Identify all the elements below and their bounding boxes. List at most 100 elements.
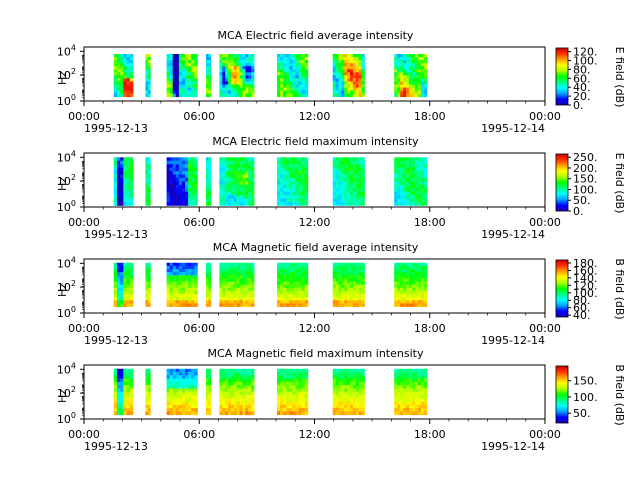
spectrogram-cell <box>420 188 425 193</box>
spectrogram-cell <box>347 272 351 276</box>
spectrogram-cell <box>338 272 342 276</box>
spectrogram-cell <box>292 87 296 91</box>
spectrogram-cell <box>205 87 209 91</box>
spectrogram-cell <box>251 398 255 402</box>
spectrogram-cell <box>352 160 357 165</box>
spectrogram-cell <box>417 66 422 70</box>
spectrogram-cell <box>412 171 416 175</box>
spectrogram-cell <box>347 401 351 406</box>
spectrogram-cell <box>301 290 306 295</box>
spectrogram-cell <box>358 408 362 412</box>
spectrogram-cell <box>191 372 195 376</box>
spectrogram-cell <box>147 72 151 76</box>
spectrogram-cell <box>394 275 398 279</box>
spectrogram-cell <box>248 164 252 169</box>
spectrogram-cell <box>423 381 428 386</box>
spectrogram-cell <box>129 63 134 67</box>
x-tick-label: 18:00 <box>414 322 446 335</box>
spectrogram-cell <box>394 269 398 273</box>
spectrogram-cell <box>335 404 339 409</box>
spectrogram-cell <box>420 391 425 396</box>
spectrogram-cell <box>219 188 223 193</box>
spectrogram-cell <box>126 388 131 393</box>
spectrogram-cell <box>338 69 342 73</box>
spectrogram-cell <box>286 287 290 292</box>
spectrogram-cell <box>245 57 249 61</box>
spectrogram-cell <box>191 404 195 409</box>
spectrogram-cell <box>412 375 416 380</box>
colorbar-tick-label: 40. <box>573 81 591 94</box>
spectrogram-cell <box>423 69 428 73</box>
spectrogram-cell <box>338 157 342 162</box>
spectrogram-cell <box>335 72 339 76</box>
spectrogram-cell <box>169 265 174 270</box>
spectrogram-cell <box>350 66 354 70</box>
spectrogram-cell <box>129 408 134 412</box>
spectrogram-cell <box>352 191 357 196</box>
x-tick-label: 00:00 <box>68 322 100 335</box>
spectrogram-cell <box>245 75 249 79</box>
spectrogram-cell <box>347 375 351 380</box>
spectrogram-cell <box>352 171 357 175</box>
spectrogram-cell <box>283 262 287 267</box>
spectrogram-cell <box>361 81 365 85</box>
spectrogram-cell <box>178 411 183 416</box>
spectrogram-cell <box>236 57 240 61</box>
spectrogram-cell <box>205 275 209 279</box>
spectrogram-cell <box>403 381 407 386</box>
spectrogram-cell <box>335 191 339 196</box>
spectrogram-cell <box>147 290 151 295</box>
spectrogram-cell <box>175 90 180 95</box>
spectrogram-cell <box>208 275 212 279</box>
spectrogram-cell <box>292 66 296 70</box>
spectrogram-cell <box>228 411 232 416</box>
spectrogram-cell <box>147 198 151 203</box>
spectrogram-cell <box>166 191 171 196</box>
spectrogram-cell <box>283 269 287 273</box>
spectrogram-cell <box>175 398 180 402</box>
y-axis-label: Hz <box>56 283 69 297</box>
spectrogram-cell <box>350 93 354 98</box>
spectrogram-cell <box>361 408 365 412</box>
spectrogram-cell <box>344 184 348 189</box>
spectrogram-cell <box>145 78 149 82</box>
spectrogram-cell <box>147 269 151 273</box>
spectrogram-cell <box>289 281 293 286</box>
spectrogram-cell <box>358 60 362 64</box>
spectrogram-cell <box>113 265 118 270</box>
spectrogram-cell <box>145 195 149 199</box>
spectrogram-cell <box>242 78 246 82</box>
spectrogram-cell <box>295 181 299 186</box>
spectrogram-cell <box>236 294 240 298</box>
spectrogram-cell <box>406 281 410 286</box>
spectrogram-cell <box>335 275 339 279</box>
spectrogram-cell <box>116 181 121 186</box>
spectrogram-cell <box>251 303 255 307</box>
spectrogram-cell <box>145 188 149 193</box>
spectrogram-cell <box>414 81 419 85</box>
spectrogram-cell <box>361 278 365 282</box>
spectrogram-cell <box>417 72 422 76</box>
spectrogram-cell <box>205 171 209 175</box>
spectrogram-cell <box>181 164 186 169</box>
spectrogram-cell <box>147 375 151 380</box>
spectrogram-cell <box>205 69 209 73</box>
spectrogram-cell <box>172 188 177 193</box>
spectrogram-cell <box>233 388 238 393</box>
spectrogram-cell <box>113 81 118 85</box>
spectrogram-cell <box>350 297 354 301</box>
spectrogram-cell <box>219 297 223 301</box>
spectrogram-cell <box>228 385 232 389</box>
spectrogram-cell <box>394 297 398 301</box>
spectrogram-cell <box>414 265 419 270</box>
spectrogram-cell <box>222 272 226 276</box>
spectrogram-cell <box>172 66 177 70</box>
spectrogram-cell <box>194 66 198 70</box>
spectrogram-cell <box>172 84 177 88</box>
spectrogram-cell <box>292 160 296 165</box>
spectrogram-cell <box>116 375 121 380</box>
spectrogram-cell <box>248 72 252 76</box>
spectrogram-cell <box>277 375 281 380</box>
spectrogram-cell <box>394 391 398 396</box>
spectrogram-cell <box>295 60 299 64</box>
